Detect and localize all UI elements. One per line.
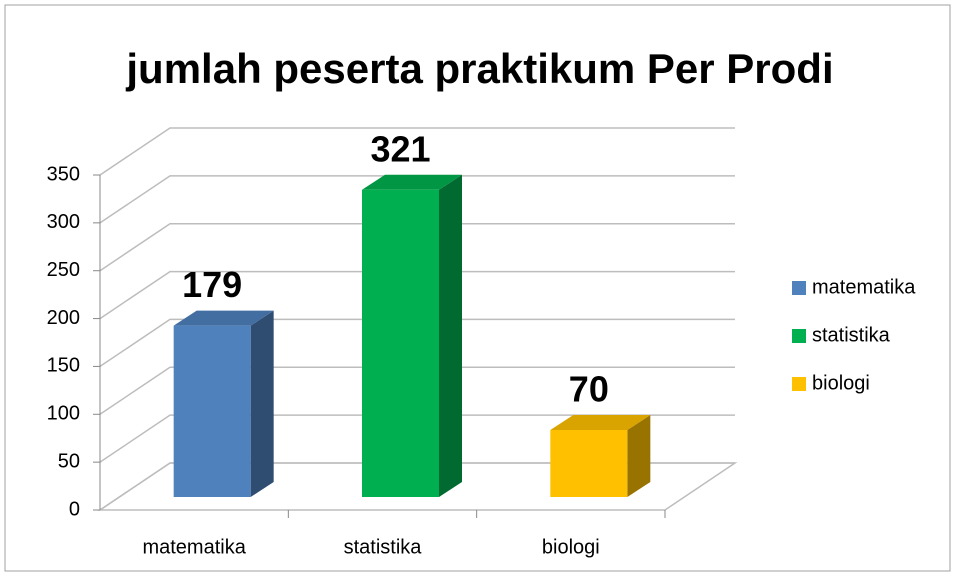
y-tick-label: 200 [47, 307, 80, 329]
grid-line [99, 127, 735, 176]
chart-title: jumlah peserta praktikum Per Prodi [125, 45, 833, 92]
bar-face [362, 189, 439, 497]
legend-swatch [792, 281, 806, 295]
bar-face [250, 310, 274, 497]
legend-swatch [792, 377, 806, 391]
grid-line [99, 366, 735, 415]
y-tick-label: 50 [58, 450, 80, 472]
bar-face [550, 415, 651, 430]
legend-label: statistika [812, 324, 891, 346]
y-tick-label: 250 [47, 259, 80, 281]
bar-face [173, 310, 274, 326]
grid-line [99, 414, 735, 463]
y-tick-label: 350 [47, 163, 80, 185]
bar [173, 310, 274, 497]
legend-swatch [792, 329, 806, 343]
y-tick-label: 0 [69, 498, 80, 520]
grid-line [99, 462, 735, 511]
bar-face [362, 174, 462, 190]
x-tick-label: statistika [344, 536, 423, 558]
x-tick-label: biologi [542, 536, 600, 558]
legend-label: biologi [812, 372, 870, 394]
bar-face [439, 174, 462, 497]
x-tick-label: matematika [142, 536, 246, 558]
bar-face [173, 325, 251, 497]
grid-line [99, 222, 735, 272]
bar-face [627, 415, 651, 497]
y-tick-label: 100 [47, 403, 80, 425]
grid-line [99, 270, 735, 320]
grid-line [99, 175, 735, 224]
bar [362, 174, 462, 497]
grid-line [99, 318, 735, 368]
data-label: 179 [182, 264, 242, 305]
legend-label: matematika [812, 276, 916, 298]
data-label: 321 [370, 128, 430, 169]
data-label: 70 [569, 369, 609, 410]
bar [550, 415, 651, 497]
bar-face [550, 430, 628, 497]
y-tick-label: 300 [47, 211, 80, 233]
y-tick-label: 150 [47, 355, 80, 377]
